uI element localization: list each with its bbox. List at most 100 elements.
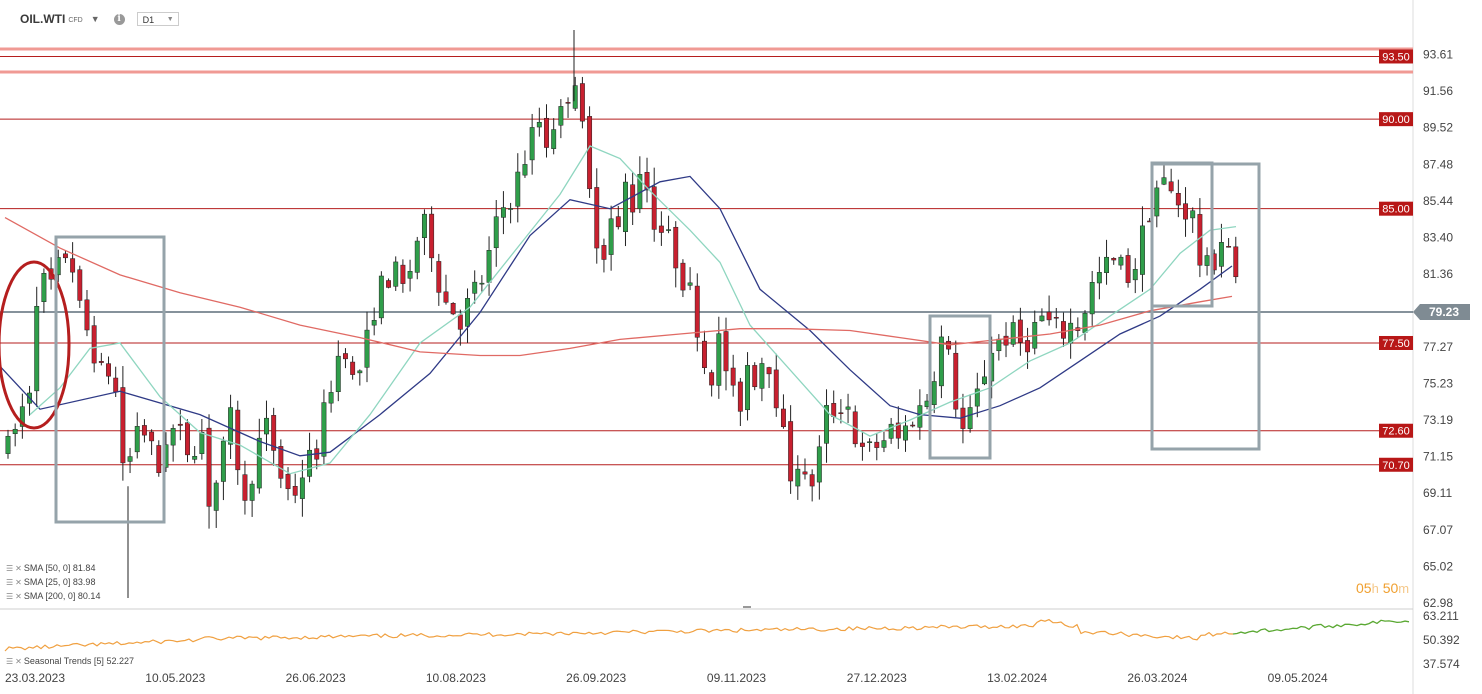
candle-up[interactable] <box>199 431 205 454</box>
candle-up[interactable] <box>5 435 11 454</box>
timeframe-select[interactable]: D1 ▼ <box>136 12 179 26</box>
candle-down[interactable] <box>1175 192 1181 206</box>
candle-down[interactable] <box>70 258 76 273</box>
seasonal-trend-line[interactable] <box>4 618 1234 652</box>
candle-up[interactable] <box>407 271 413 279</box>
indicator-sma-25[interactable]: ☰ ✕ SMA [25, 0] 83.98 <box>6 577 95 587</box>
candle-up[interactable] <box>1068 322 1074 344</box>
candle-down[interactable] <box>120 387 126 464</box>
candle-down[interactable] <box>1003 335 1009 346</box>
candle-up[interactable] <box>888 423 894 439</box>
candle-down[interactable] <box>278 446 284 479</box>
candle-down[interactable] <box>874 441 880 448</box>
candle-down[interactable] <box>141 425 147 436</box>
candle-down[interactable] <box>62 253 68 259</box>
settings-icon[interactable]: ☰ <box>6 563 14 573</box>
candle-up[interactable] <box>264 417 269 435</box>
candle-down[interactable] <box>673 226 679 269</box>
symbol-name[interactable]: OIL.WTI <box>20 12 66 26</box>
candle-down[interactable] <box>98 361 104 363</box>
candle-up[interactable] <box>522 164 528 176</box>
candle-up[interactable] <box>1096 272 1102 284</box>
candle-up[interactable] <box>1132 269 1138 281</box>
candle-down[interactable] <box>910 424 916 427</box>
candle-down[interactable] <box>809 474 815 487</box>
candle-down[interactable] <box>709 372 715 386</box>
candle-down[interactable] <box>1025 340 1031 353</box>
candle-down[interactable] <box>106 363 111 377</box>
candle-down[interactable] <box>350 361 356 375</box>
candle-up[interactable] <box>357 370 363 374</box>
candle-up[interactable] <box>34 306 40 392</box>
candle-down[interactable] <box>594 187 600 249</box>
candle-up[interactable] <box>938 336 944 387</box>
candle-up[interactable] <box>816 446 822 483</box>
candle-down[interactable] <box>443 291 449 303</box>
candle-down[interactable] <box>838 412 844 414</box>
candle-up[interactable] <box>500 207 506 218</box>
candle-down[interactable] <box>780 408 786 428</box>
candle-up[interactable] <box>299 477 305 499</box>
candle-down[interactable] <box>156 445 162 473</box>
candle-down[interactable] <box>1061 321 1066 339</box>
candle-up[interactable] <box>228 407 234 445</box>
candle-down[interactable] <box>752 365 758 388</box>
candle-down[interactable] <box>1111 257 1117 261</box>
candle-up[interactable] <box>249 483 255 501</box>
candle-down[interactable] <box>895 422 901 439</box>
candle-down[interactable] <box>113 377 119 393</box>
annotation-box[interactable] <box>1150 162 1261 451</box>
remove-icon[interactable]: ✕ <box>15 563 22 573</box>
candle-up[interactable] <box>1118 256 1124 266</box>
candle-down[interactable] <box>91 325 97 364</box>
candle-up[interactable] <box>666 229 672 231</box>
candle-down[interactable] <box>1046 311 1052 321</box>
candle-down[interactable] <box>702 340 707 368</box>
candle-down[interactable] <box>436 261 442 293</box>
candle-up[interactable] <box>1139 225 1145 275</box>
settings-icon[interactable]: ☰ <box>6 656 14 666</box>
candle-up[interactable] <box>12 428 18 435</box>
candle-up[interactable] <box>192 456 198 460</box>
candle-down[interactable] <box>242 474 248 501</box>
candle-up[interactable] <box>824 405 829 444</box>
series-line[interactable] <box>29 145 1237 475</box>
candle-up[interactable] <box>465 298 470 327</box>
candle-down[interactable] <box>680 262 686 291</box>
candle-down[interactable] <box>1053 317 1059 319</box>
candle-up[interactable] <box>127 456 133 462</box>
candle-down[interactable] <box>615 216 621 228</box>
candle-up[interactable] <box>1010 322 1016 345</box>
candle-up[interactable] <box>881 440 887 448</box>
candle-up[interactable] <box>472 281 478 294</box>
candle-up[interactable] <box>623 181 628 232</box>
candle-down[interactable] <box>400 264 406 284</box>
candle-up[interactable] <box>256 437 262 489</box>
candle-up[interactable] <box>515 171 521 207</box>
candle-down[interactable] <box>1125 255 1131 283</box>
candle-up[interactable] <box>41 273 47 302</box>
remove-icon[interactable]: ✕ <box>15 591 22 601</box>
candle-down[interactable] <box>730 367 736 386</box>
remove-icon[interactable]: ✕ <box>15 577 22 587</box>
candle-up[interactable] <box>967 407 973 429</box>
candle-up[interactable] <box>1082 312 1088 333</box>
candle-down[interactable] <box>457 314 463 330</box>
candle-up[interactable] <box>508 208 514 210</box>
candle-down[interactable] <box>859 442 865 447</box>
candle-up[interactable] <box>931 381 937 405</box>
candle-down[interactable] <box>587 116 593 190</box>
candle-up[interactable] <box>1039 315 1045 322</box>
candle-down[interactable] <box>953 352 959 410</box>
candle-down[interactable] <box>1233 246 1239 278</box>
indicator-sma-200[interactable]: ☰ ✕ SMA [200, 0] 80.14 <box>6 591 100 601</box>
candle-down[interactable] <box>565 102 571 104</box>
panel-resize-handle[interactable] <box>743 606 751 608</box>
candle-down[interactable] <box>1168 181 1174 192</box>
candle-up[interactable] <box>982 376 987 385</box>
candle-up[interactable] <box>716 333 722 386</box>
candle-up[interactable] <box>414 240 420 273</box>
candle-up[interactable] <box>19 406 25 427</box>
candle-down[interactable] <box>788 421 794 482</box>
settings-icon[interactable]: ☰ <box>6 577 14 587</box>
